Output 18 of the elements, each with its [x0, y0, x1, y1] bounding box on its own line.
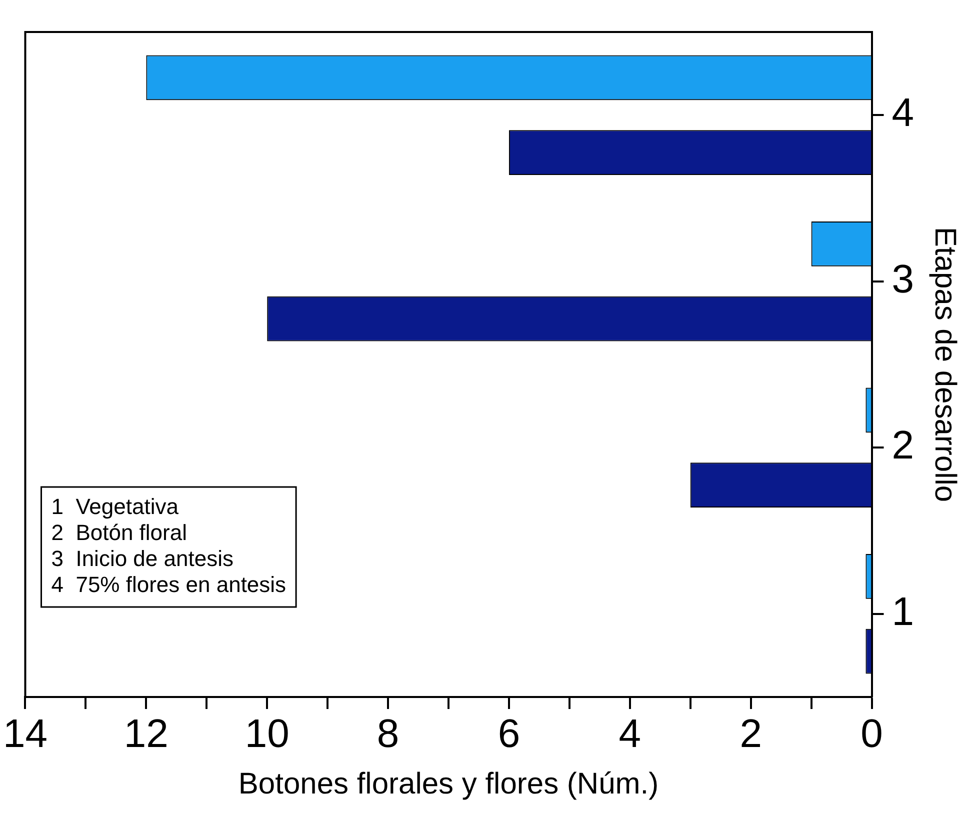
- x-tick-label: 2: [740, 712, 762, 756]
- x-tick-label: 12: [124, 712, 168, 756]
- y-tick-label: 3: [892, 257, 914, 302]
- y-tick-label: 2: [892, 424, 914, 468]
- x-tick-label: 14: [2, 712, 48, 756]
- annotation: 3 Inicio de antesis: [51, 546, 234, 572]
- y-axis-title: Etapas de desarrollo: [928, 226, 962, 502]
- x-tick-label: 6: [498, 712, 520, 756]
- annotation: 1 Vegetativa: [51, 494, 180, 520]
- annotation: 2 Botón floral: [51, 520, 187, 546]
- x-tick-label: 8: [376, 712, 400, 756]
- x-tick-label: 4: [618, 712, 642, 756]
- annotation: 4 75% flores en antesis: [51, 572, 286, 598]
- y-tick-label: 1: [892, 590, 914, 634]
- x-tick-label: 0: [860, 712, 883, 756]
- x-tick-label: 10: [244, 712, 290, 756]
- x-axis-title: Botones florales y flores (Núm.): [238, 767, 659, 800]
- y-tick-label: 4: [892, 91, 914, 136]
